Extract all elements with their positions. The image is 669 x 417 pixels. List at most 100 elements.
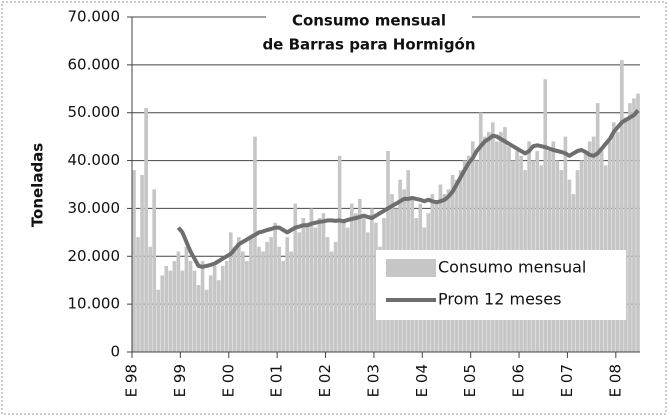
bar	[486, 131, 491, 352]
bar	[168, 270, 173, 352]
bar	[208, 275, 213, 352]
bar	[245, 261, 249, 352]
bar	[628, 103, 632, 353]
bar	[357, 198, 362, 352]
bar	[140, 174, 144, 352]
legend-label: Prom 12 meses	[438, 290, 561, 309]
bar	[164, 265, 169, 352]
bar	[317, 218, 322, 352]
bar	[495, 141, 499, 352]
bar	[632, 98, 636, 352]
bar	[148, 246, 152, 352]
bar	[265, 241, 269, 352]
bar	[616, 131, 620, 352]
x-tick-label: E 05	[461, 364, 479, 397]
bar	[353, 213, 358, 352]
bar	[196, 285, 201, 352]
x-tick-label: E 08	[606, 364, 624, 397]
bar	[212, 265, 217, 352]
bar	[144, 107, 148, 352]
chart-title: Consumo mensual	[292, 12, 446, 30]
line	[176, 109, 640, 269]
y-axis-label: Toneladas	[29, 143, 47, 228]
x-tick-label: E 03	[364, 364, 382, 397]
bar	[152, 189, 156, 352]
bar	[345, 227, 350, 352]
bar	[507, 146, 511, 352]
y-tick-label: 40.000	[68, 151, 121, 169]
bar	[591, 136, 596, 352]
bar	[176, 251, 181, 352]
legend-swatch	[386, 259, 436, 277]
y-tick-label: 10.000	[68, 295, 121, 313]
bar	[611, 122, 616, 353]
bar	[551, 141, 556, 352]
bar	[587, 141, 592, 352]
plot: 0 10.000 20.000 30.000 40.000 50.000 60.000 70.…	[68, 8, 640, 397]
bar	[337, 155, 342, 352]
bar	[329, 251, 334, 352]
bar	[366, 232, 370, 352]
bar	[237, 237, 241, 352]
bar	[313, 227, 318, 352]
bar	[281, 261, 286, 352]
bar	[180, 270, 185, 352]
bar	[325, 237, 330, 352]
x-tick-label: E 99	[171, 364, 189, 397]
bar	[232, 246, 237, 352]
bar	[370, 208, 374, 352]
bar	[156, 289, 161, 352]
bar	[289, 251, 294, 352]
bar	[527, 141, 531, 352]
bar	[136, 237, 140, 352]
title-box	[266, 6, 472, 60]
bar	[172, 261, 177, 352]
x-tick-label: E 06	[510, 364, 528, 397]
y-tick-label: 30.000	[68, 199, 121, 217]
y-tick-label: 0	[110, 343, 120, 361]
x-tick-label: E 02	[316, 364, 334, 397]
bar	[273, 222, 277, 352]
bar	[228, 232, 233, 352]
x-tick-label: E 01	[268, 364, 286, 397]
bar	[470, 141, 475, 352]
bar	[503, 127, 507, 352]
bar	[192, 270, 197, 352]
bar	[269, 237, 273, 352]
bar	[374, 222, 378, 352]
bar	[333, 241, 338, 352]
bar	[620, 60, 624, 352]
bar	[216, 280, 221, 352]
x-tick-label: E 07	[558, 364, 576, 397]
bar	[277, 246, 281, 352]
chart-title: de Barras para Hormigón	[262, 36, 475, 54]
y-tick-label: 60.000	[68, 55, 121, 73]
bar	[253, 136, 257, 352]
bar	[636, 93, 640, 353]
bar	[285, 237, 290, 352]
bar	[200, 261, 205, 352]
legend-label: Consumo mensual	[438, 258, 586, 277]
bar	[305, 222, 310, 352]
bar	[188, 261, 193, 352]
bar	[261, 251, 265, 352]
bar	[349, 203, 354, 352]
bar	[543, 79, 548, 352]
bar	[132, 170, 136, 352]
bar	[491, 122, 495, 353]
bar	[224, 261, 229, 352]
bar	[301, 218, 306, 352]
x-tick-label: E 04	[413, 364, 431, 397]
bar	[220, 265, 225, 352]
bar	[184, 246, 189, 352]
y-tick-label: 50.000	[68, 103, 121, 121]
bar	[478, 112, 483, 352]
bar	[595, 103, 600, 353]
bar	[241, 251, 245, 352]
bar	[204, 289, 209, 352]
bar	[341, 222, 346, 352]
bar	[249, 237, 253, 352]
bar	[257, 246, 261, 352]
x-tick-label: E 98	[123, 364, 141, 397]
